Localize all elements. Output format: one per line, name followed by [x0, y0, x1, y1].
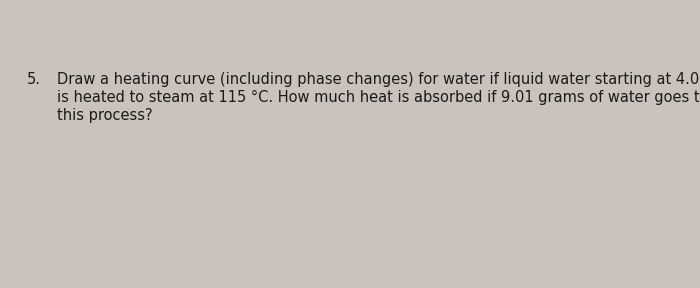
- Text: Draw a heating curve (including phase changes) for water if liquid water startin: Draw a heating curve (including phase ch…: [57, 72, 700, 87]
- Text: is heated to steam at 115 °C. How much heat is absorbed if 9.01 grams of water g: is heated to steam at 115 °C. How much h…: [57, 90, 700, 105]
- Text: this process?: this process?: [57, 108, 153, 123]
- Text: 5.: 5.: [27, 72, 41, 87]
